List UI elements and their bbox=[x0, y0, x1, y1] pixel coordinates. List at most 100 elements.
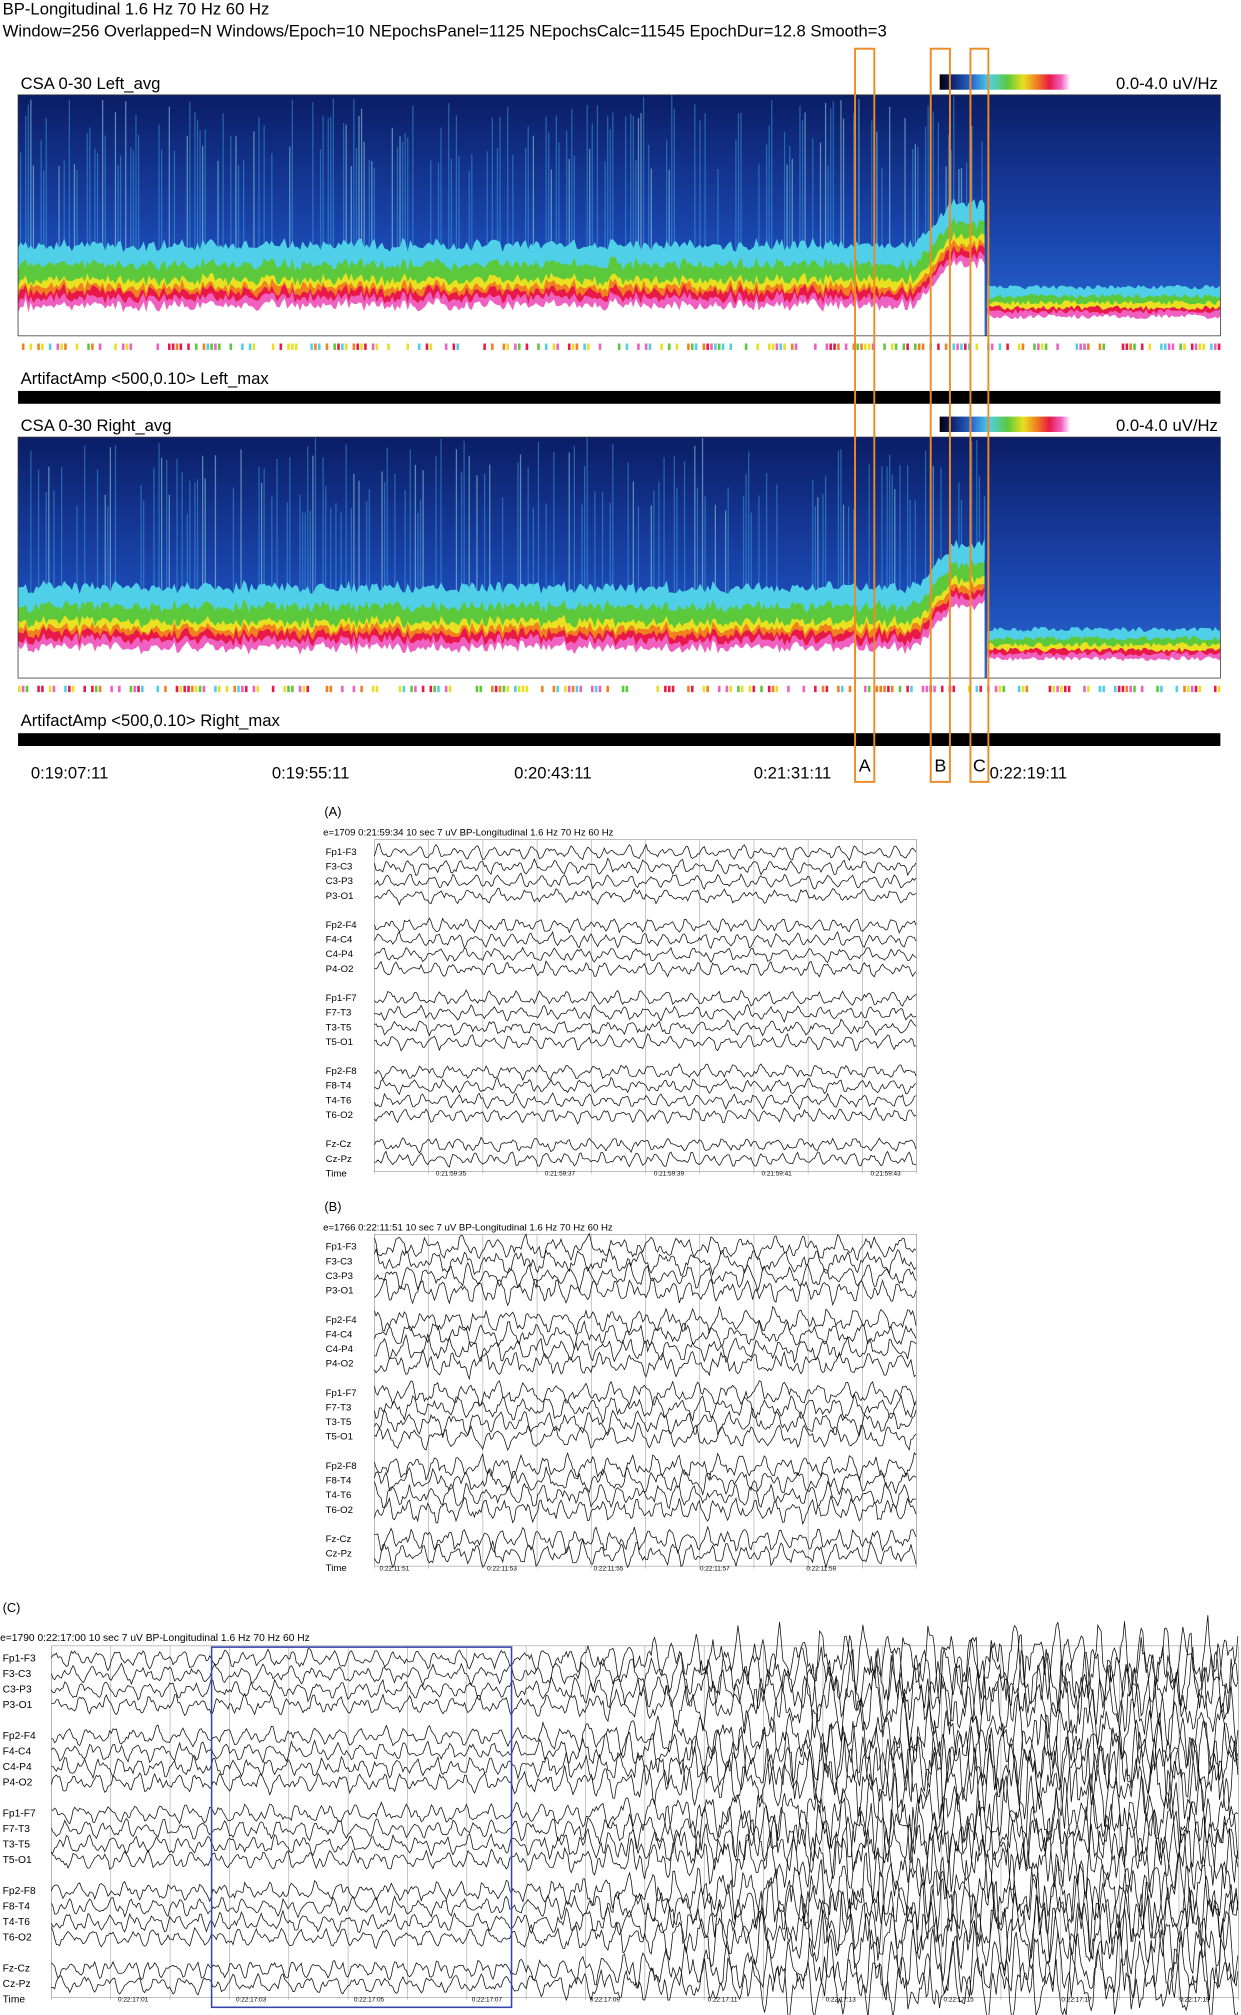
artifact-tick bbox=[417, 343, 421, 350]
spectrogram-frame bbox=[17, 436, 1221, 679]
artifact-tick bbox=[883, 343, 886, 350]
artifact-tick bbox=[544, 343, 548, 350]
artifact-tick bbox=[421, 685, 425, 693]
artifact-tick bbox=[110, 685, 113, 693]
channel-label: Cz-Pz bbox=[326, 1154, 352, 1165]
artifact-tick bbox=[194, 685, 198, 693]
time-label: 0:20:43:11 bbox=[514, 764, 592, 783]
artifact-tick bbox=[606, 685, 609, 693]
artifact-tick bbox=[1079, 343, 1082, 350]
channel-label: T6-O2 bbox=[3, 1933, 32, 1944]
eeg-time: 0:21:59:35 bbox=[436, 1171, 467, 1178]
artifact-tick bbox=[171, 343, 175, 350]
artifact-tick bbox=[360, 343, 363, 350]
artifact-tick bbox=[360, 685, 363, 693]
eeg-trace bbox=[374, 857, 917, 877]
artifact-tick bbox=[1048, 685, 1052, 693]
artifact-tick bbox=[325, 343, 329, 350]
artifact-tick bbox=[956, 343, 959, 350]
eeg-time: 0:22:17:15 bbox=[944, 1997, 975, 2004]
artifact-tick bbox=[137, 685, 140, 693]
artifact-tick bbox=[998, 343, 1002, 350]
artifact-tick bbox=[890, 343, 894, 350]
channel-label: T3-T5 bbox=[326, 1022, 352, 1033]
artifact-tick bbox=[867, 685, 871, 693]
artifact-tick bbox=[479, 685, 483, 693]
artifact-tick bbox=[714, 343, 717, 350]
artifact-tick bbox=[887, 685, 890, 693]
marker-box bbox=[854, 47, 876, 783]
artifact-tick bbox=[298, 685, 302, 693]
artifact-tick bbox=[837, 343, 840, 350]
artifact-tick bbox=[917, 343, 921, 350]
eeg-trace bbox=[374, 1261, 917, 1293]
channel-label: P4-O2 bbox=[326, 964, 354, 975]
header-line: Window=256 Overlapped=N Windows/Epoch=10… bbox=[3, 21, 887, 40]
channel-label: Fp2-F8 bbox=[326, 1066, 357, 1077]
eeg-trace bbox=[374, 1232, 917, 1262]
artifact-tick bbox=[291, 685, 294, 693]
eeg-trace bbox=[51, 1615, 1239, 1705]
channel-label: Cz-Pz bbox=[326, 1549, 352, 1560]
artifact-tick bbox=[794, 343, 798, 350]
artifact-tick bbox=[906, 343, 909, 350]
artifact-tick bbox=[1217, 685, 1221, 693]
channel-label: T4-T6 bbox=[326, 1490, 352, 1501]
time-label: 0:21:31:11 bbox=[754, 764, 832, 783]
artifact-tick bbox=[837, 685, 840, 693]
eeg-time: 0:21:59:43 bbox=[870, 1171, 901, 1178]
eeg-trace bbox=[374, 1525, 917, 1555]
artifact-tick bbox=[1160, 685, 1163, 693]
artifact-tick bbox=[1025, 685, 1029, 693]
channel-label: Fp2-F4 bbox=[326, 920, 358, 931]
artifact-tick bbox=[1121, 343, 1125, 350]
artifact-tick bbox=[183, 685, 186, 693]
eeg-trace bbox=[51, 1772, 1239, 1855]
artifact-tick bbox=[214, 343, 217, 350]
eeg-time: 0:22:17:09 bbox=[590, 1997, 621, 2004]
artifact-tick bbox=[398, 685, 402, 693]
channel-label: P3-O1 bbox=[326, 1286, 354, 1297]
artifact-tick bbox=[483, 343, 486, 350]
artifact-tick bbox=[579, 685, 583, 693]
eeg-time: 0:21:59:37 bbox=[545, 1171, 576, 1178]
artifact-tick bbox=[848, 685, 852, 693]
eeg-trace bbox=[374, 1106, 917, 1125]
artifact-tick bbox=[287, 343, 290, 350]
channel-label: Fp1-F7 bbox=[326, 993, 357, 1004]
eeg-trace bbox=[51, 1851, 1239, 1932]
artifact-tick bbox=[1083, 343, 1086, 350]
artifact-tick bbox=[567, 343, 571, 350]
artifact-tick bbox=[414, 685, 417, 693]
artifact-tick bbox=[25, 685, 29, 693]
artifact-tick bbox=[825, 685, 829, 693]
artifact-tick bbox=[168, 343, 171, 350]
csa-scale: 0.0-4.0 uV/Hz bbox=[1116, 416, 1218, 435]
artifact-tick bbox=[960, 343, 963, 350]
artifact-tick bbox=[252, 343, 256, 350]
time-row-label: Time bbox=[326, 1563, 347, 1574]
channel-label: Fp2-F8 bbox=[326, 1461, 357, 1472]
artifact-tick bbox=[1133, 685, 1136, 693]
artifact-tick bbox=[617, 343, 621, 350]
artifact-tick bbox=[525, 343, 529, 350]
artifact-tick bbox=[1006, 343, 1009, 350]
artifact-tick bbox=[1183, 343, 1186, 350]
channel-label: C4-P4 bbox=[3, 1762, 32, 1773]
artifact-tick bbox=[444, 685, 448, 693]
artifact-tick bbox=[771, 343, 775, 350]
eeg-trace bbox=[51, 1920, 1239, 2001]
artifact-tick bbox=[1044, 343, 1048, 350]
channel-label: F4-C4 bbox=[326, 935, 353, 946]
artifact-tick bbox=[64, 343, 67, 350]
artifact-tick bbox=[517, 685, 521, 693]
artifact-tick bbox=[1148, 343, 1152, 350]
artifact-tick bbox=[68, 685, 71, 693]
channel-label: C3-P3 bbox=[3, 1684, 32, 1695]
eeg-time: 0:22:11:57 bbox=[700, 1565, 730, 1572]
artifact-tick bbox=[1190, 343, 1194, 350]
artifact-tick bbox=[48, 685, 52, 693]
artifact-tick bbox=[737, 685, 740, 693]
channel-label: C3-P3 bbox=[326, 1271, 353, 1282]
eeg-panel-label: (C) bbox=[3, 1600, 21, 1615]
